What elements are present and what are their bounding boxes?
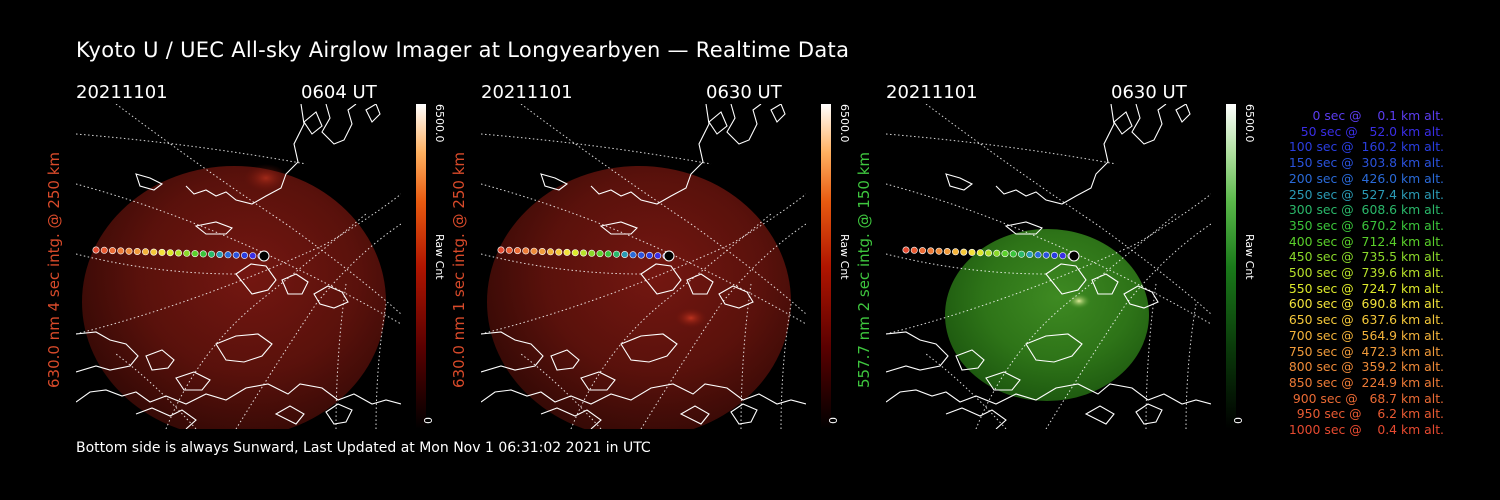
legend-entry: 750 sec @ 472.3 km alt. xyxy=(1284,343,1444,359)
panel-date: 20211101 xyxy=(886,82,978,103)
legend-entry: 850 sec @ 224.9 km alt. xyxy=(1284,374,1444,390)
legend-entry: 150 sec @ 303.8 km alt. xyxy=(1284,155,1444,171)
legend-entry: 650 sec @ 637.6 km alt. xyxy=(1284,312,1444,328)
legend-entry: 50 sec @ 52.0 km alt. xyxy=(1292,123,1444,139)
footer-note: Bottom side is always Sunward, Last Upda… xyxy=(76,440,651,456)
legend-entry: 600 sec @ 690.8 km alt. xyxy=(1284,296,1444,312)
panel-date: 20211101 xyxy=(76,82,168,103)
panel-time: 0604 UT xyxy=(301,82,377,103)
colorbar xyxy=(1226,104,1236,429)
colorbar xyxy=(416,104,426,429)
airglow-panel-1: 20211101 0604 UT 630.0 nm 4 sec intg. @ … xyxy=(45,82,496,432)
page-title: Kyoto U / UEC All-sky Airglow Imager at … xyxy=(76,38,850,62)
allsky-image xyxy=(886,104,1211,429)
panel-time: 0630 UT xyxy=(1111,82,1187,103)
panel-date: 20211101 xyxy=(481,82,573,103)
allsky-image xyxy=(481,104,806,429)
legend-entry: 200 sec @ 426.0 km alt. xyxy=(1284,170,1444,186)
legend-entry: 0 sec @ 0.1 km alt. xyxy=(1300,108,1444,123)
legend-entry: 950 sec @ 6.2 km alt. xyxy=(1292,406,1444,422)
legend-entry: 450 sec @ 735.5 km alt. xyxy=(1284,249,1444,265)
legend-entry: 300 sec @ 608.6 km alt. xyxy=(1284,202,1444,218)
legend-entry: 550 sec @ 724.7 km alt. xyxy=(1284,280,1444,296)
trajectory-legend: 0 sec @ 0.1 km alt. 50 sec @ 52.0 km alt… xyxy=(1262,108,1444,438)
airglow-panel-2: 20211101 0630 UT 630.0 nm 1 sec intg. @ … xyxy=(450,82,901,432)
allsky-image xyxy=(76,104,401,429)
airglow-panel-3: 20211101 0630 UT 557.7 nm 2 sec intg. @ … xyxy=(855,82,1306,432)
legend-entry: 500 sec @ 739.6 km alt. xyxy=(1284,265,1444,281)
legend-entry: 400 sec @ 712.4 km alt. xyxy=(1284,233,1444,249)
legend-entry: 700 sec @ 564.9 km alt. xyxy=(1284,327,1444,343)
legend-entry: 900 sec @ 68.7 km alt. xyxy=(1288,390,1444,406)
legend-entry: 250 sec @ 527.4 km alt. xyxy=(1284,186,1444,202)
colorbar xyxy=(821,104,831,429)
legend-entry: 800 sec @ 359.2 km alt. xyxy=(1284,359,1444,375)
panel-time: 0630 UT xyxy=(706,82,782,103)
legend-entry: 350 sec @ 670.2 km alt. xyxy=(1284,217,1444,233)
legend-entry: 1000 sec @ 0.4 km alt. xyxy=(1288,422,1444,438)
legend-entry: 100 sec @ 160.2 km alt. xyxy=(1284,139,1444,155)
